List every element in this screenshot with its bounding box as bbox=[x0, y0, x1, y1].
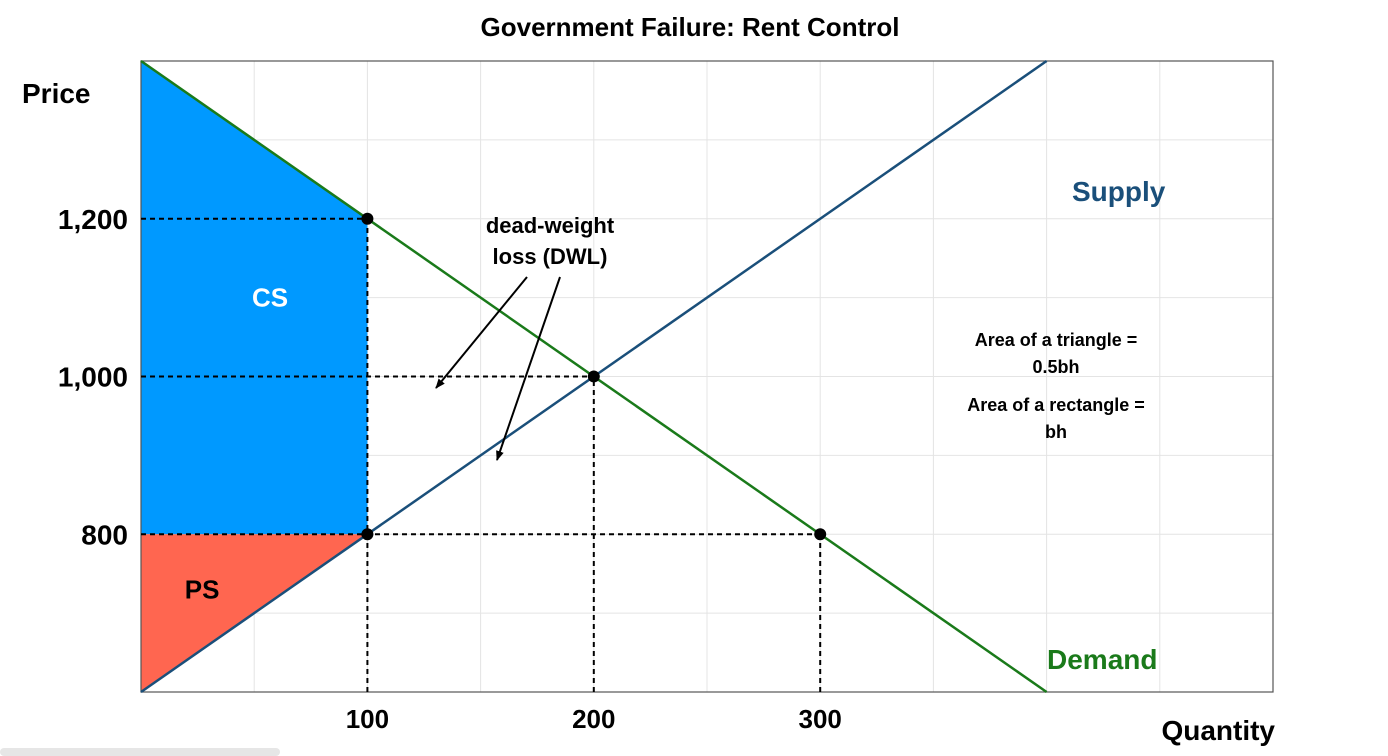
data-point bbox=[361, 212, 374, 225]
dwl-annotation-line2: loss (DWL) bbox=[493, 244, 608, 269]
tick-labels: 100 200 300 800 1,000 1,200 bbox=[58, 204, 842, 734]
y-tick-label: 800 bbox=[81, 519, 128, 550]
x-tick-label: 200 bbox=[572, 704, 615, 734]
chart-title: Government Failure: Rent Control bbox=[481, 12, 900, 42]
data-point bbox=[361, 528, 374, 541]
intersection-points bbox=[361, 212, 827, 541]
y-axis-label: Price bbox=[22, 78, 91, 109]
scrollbar-hint bbox=[0, 748, 280, 756]
y-tick-label: 1,200 bbox=[58, 204, 128, 235]
y-tick-label: 1,000 bbox=[58, 362, 128, 393]
dwl-arrow-2 bbox=[496, 276, 561, 461]
formula-triangle-line2: 0.5bh bbox=[1032, 357, 1079, 377]
supply-label: Supply bbox=[1072, 176, 1166, 207]
data-point bbox=[587, 370, 600, 383]
demand-label: Demand bbox=[1047, 644, 1157, 675]
formula-rectangle-line1: Area of a rectangle = bbox=[967, 395, 1145, 415]
x-axis-label: Quantity bbox=[1161, 715, 1275, 746]
formula-rectangle-line2: bh bbox=[1045, 422, 1067, 442]
dwl-annotation-line1: dead-weight bbox=[486, 213, 615, 238]
ps-label: PS bbox=[185, 574, 220, 604]
x-tick-label: 100 bbox=[346, 704, 389, 734]
dwl-arrow-1 bbox=[435, 276, 528, 389]
cs-label: CS bbox=[252, 283, 288, 313]
formula-triangle-line1: Area of a triangle = bbox=[975, 330, 1138, 350]
dashed-guides bbox=[141, 217, 822, 692]
data-point bbox=[814, 528, 827, 541]
x-tick-label: 300 bbox=[799, 704, 842, 734]
